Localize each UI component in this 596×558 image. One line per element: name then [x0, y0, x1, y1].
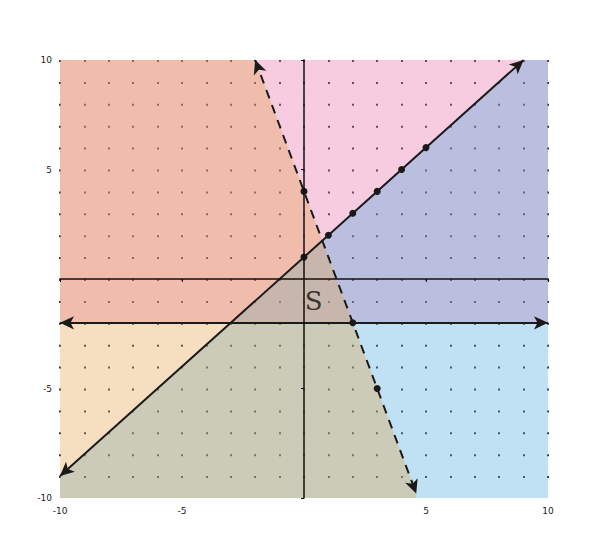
- svg-text:-10: -10: [53, 506, 68, 516]
- svg-text:10: 10: [41, 55, 53, 65]
- svg-text:-5: -5: [43, 384, 52, 394]
- svg-text:-5: -5: [178, 506, 187, 516]
- svg-text:5: 5: [423, 506, 429, 516]
- svg-text:5: 5: [46, 165, 52, 175]
- svg-text:10: 10: [542, 506, 554, 516]
- svg-text:S: S: [305, 286, 323, 316]
- svg-text:-10: -10: [37, 493, 52, 503]
